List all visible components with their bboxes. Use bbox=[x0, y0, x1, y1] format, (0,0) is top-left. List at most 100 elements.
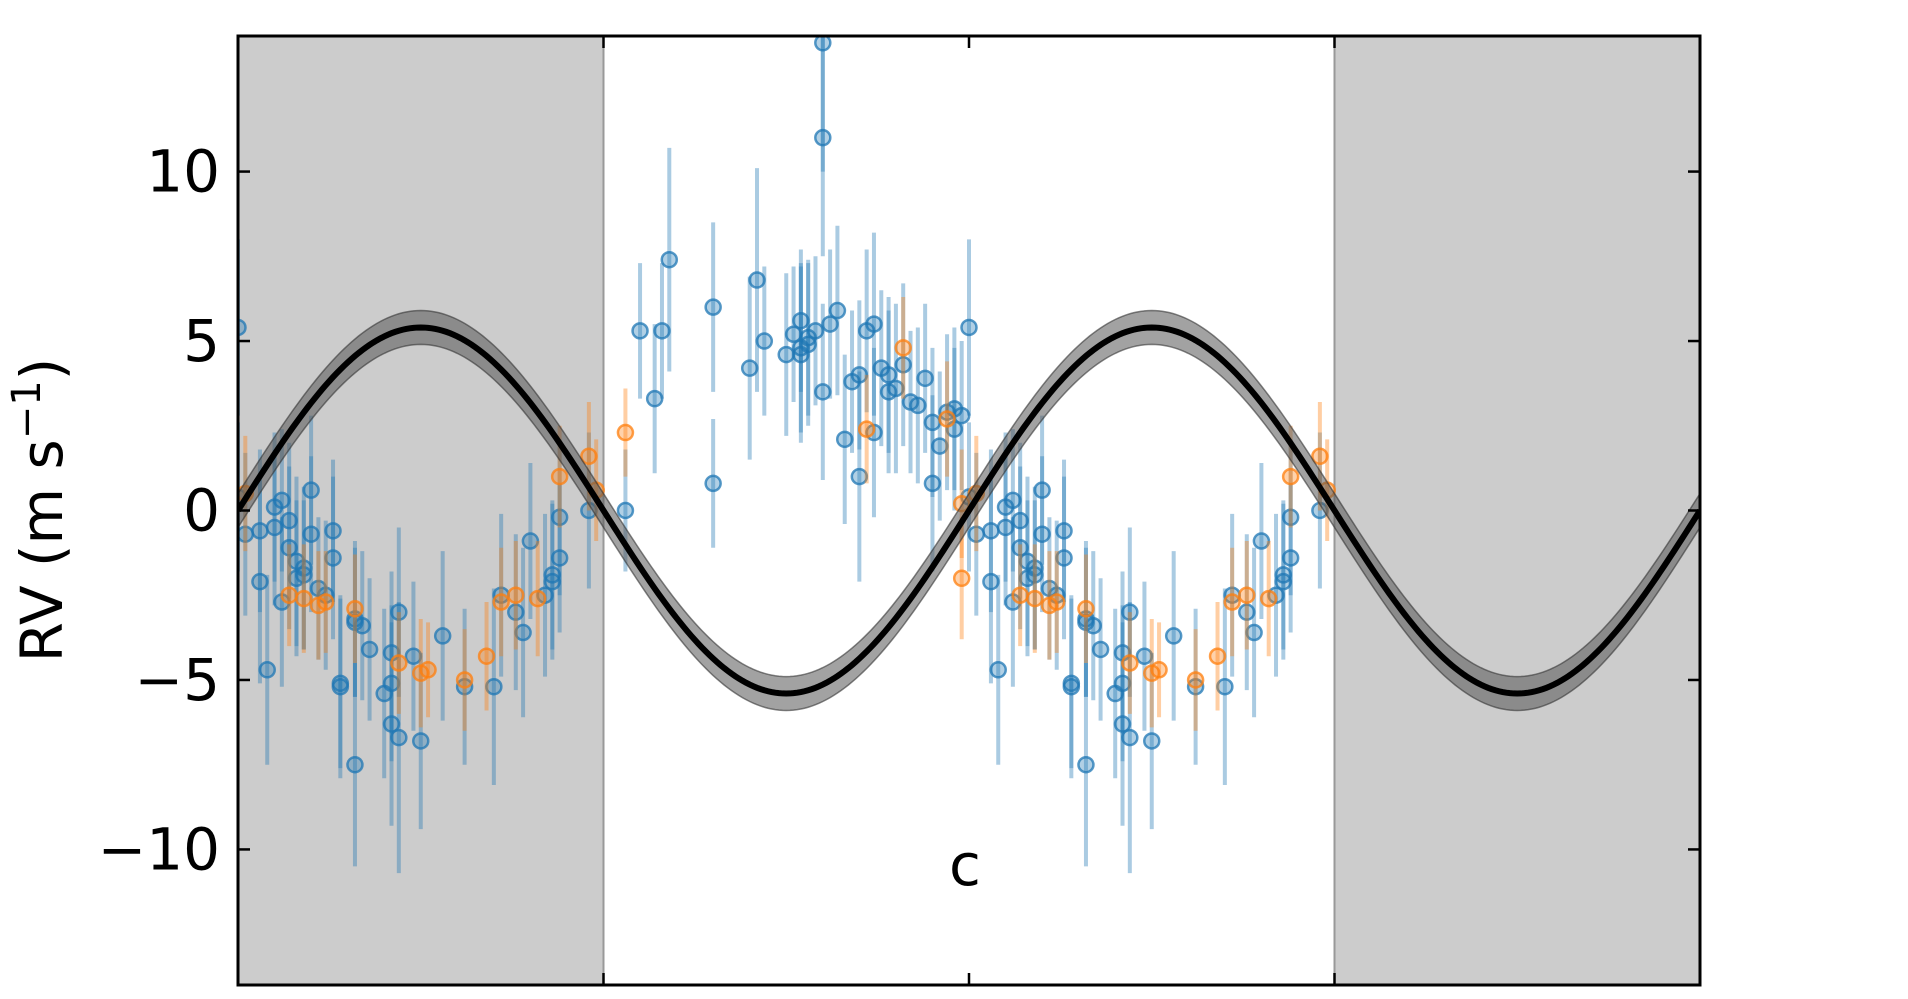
data-point bbox=[62, 313, 77, 328]
data-point bbox=[1121, 603, 1139, 621]
data-point bbox=[84, 384, 99, 399]
data-point bbox=[887, 379, 905, 398]
data-point bbox=[806, 322, 825, 340]
data-point bbox=[1150, 661, 1168, 679]
data-point bbox=[390, 654, 408, 672]
y-tick-labels: 10 5 0 −5 −10 bbox=[98, 138, 220, 884]
shaded-region bbox=[1334, 36, 1700, 985]
data-point bbox=[1004, 491, 1022, 510]
data-point bbox=[62, 340, 77, 355]
data-point bbox=[485, 677, 503, 696]
data-point bbox=[1091, 640, 1110, 659]
data-point bbox=[179, 398, 194, 413]
data-point bbox=[331, 674, 350, 693]
data-point bbox=[850, 366, 869, 384]
data-point bbox=[55, 327, 70, 342]
data-point bbox=[1135, 647, 1154, 665]
data-point bbox=[923, 413, 942, 432]
data-point bbox=[209, 405, 224, 420]
data-point bbox=[114, 374, 129, 389]
data-point bbox=[258, 661, 276, 679]
data-point bbox=[238, 573, 240, 584]
data-point bbox=[209, 411, 224, 426]
data-point bbox=[1055, 549, 1073, 567]
data-point bbox=[238, 318, 247, 337]
data-point bbox=[814, 36, 832, 52]
data-point bbox=[194, 415, 209, 430]
data-point bbox=[1113, 715, 1132, 733]
data-point bbox=[251, 572, 269, 591]
data-point bbox=[1033, 525, 1051, 543]
data-point bbox=[121, 469, 136, 484]
data-point bbox=[316, 593, 335, 611]
data-point bbox=[238, 498, 240, 509]
data-point bbox=[128, 323, 143, 338]
data-point bbox=[1121, 654, 1139, 672]
data-point bbox=[455, 671, 474, 689]
data-point bbox=[1084, 616, 1103, 635]
data-point bbox=[19, 273, 34, 288]
data-point bbox=[1047, 593, 1066, 611]
data-point bbox=[1186, 671, 1205, 689]
data-point bbox=[165, 357, 180, 372]
data-point bbox=[280, 511, 298, 530]
data-point bbox=[172, 395, 187, 410]
data-point bbox=[616, 423, 635, 442]
data-point bbox=[84, 35, 99, 50]
data-point bbox=[1062, 674, 1081, 693]
data-point bbox=[1011, 511, 1029, 530]
data-point bbox=[653, 322, 671, 340]
data-point bbox=[280, 539, 298, 557]
data-point bbox=[1026, 589, 1044, 608]
data-point bbox=[353, 616, 372, 635]
data-point bbox=[302, 525, 320, 543]
data-point bbox=[1077, 600, 1095, 618]
data-point bbox=[982, 572, 1000, 591]
data-point bbox=[135, 425, 150, 440]
data-point bbox=[1238, 603, 1256, 621]
data-point bbox=[280, 586, 298, 604]
data-point bbox=[390, 728, 408, 747]
data-point bbox=[412, 732, 430, 750]
data-point bbox=[1274, 572, 1293, 591]
data-point bbox=[704, 298, 722, 316]
data-point bbox=[931, 437, 949, 455]
data-point bbox=[916, 369, 934, 388]
data-point bbox=[433, 627, 452, 645]
data-point bbox=[302, 481, 320, 499]
data-point bbox=[1026, 559, 1044, 577]
data-point bbox=[821, 315, 839, 333]
data-point bbox=[528, 589, 547, 608]
data-point bbox=[265, 518, 284, 537]
data-point bbox=[550, 549, 569, 567]
data-point bbox=[857, 420, 876, 438]
data-point bbox=[1281, 508, 1300, 527]
data-point bbox=[1208, 647, 1227, 665]
data-point bbox=[1311, 447, 1329, 466]
data-point bbox=[755, 332, 774, 350]
y-tick-label: −10 bbox=[98, 815, 220, 883]
data-point bbox=[879, 366, 898, 384]
data-point bbox=[419, 661, 437, 679]
data-point bbox=[106, 432, 121, 447]
y-tick-label: 5 bbox=[183, 307, 220, 375]
data-point bbox=[216, 422, 231, 437]
data-point bbox=[1281, 549, 1300, 567]
data-point bbox=[814, 383, 832, 401]
data-point bbox=[390, 603, 408, 621]
data-point bbox=[295, 589, 313, 608]
data-point bbox=[740, 359, 759, 377]
data-point bbox=[324, 549, 342, 567]
data-point bbox=[938, 410, 956, 428]
data-point bbox=[84, 130, 99, 145]
data-point bbox=[1143, 732, 1161, 750]
data-point bbox=[477, 647, 496, 665]
shaded-region bbox=[238, 36, 604, 985]
data-point bbox=[143, 361, 158, 376]
data-point bbox=[835, 430, 854, 449]
data-point bbox=[238, 410, 240, 421]
data-point bbox=[216, 401, 231, 416]
data-point bbox=[814, 128, 832, 147]
data-point bbox=[1281, 467, 1300, 486]
